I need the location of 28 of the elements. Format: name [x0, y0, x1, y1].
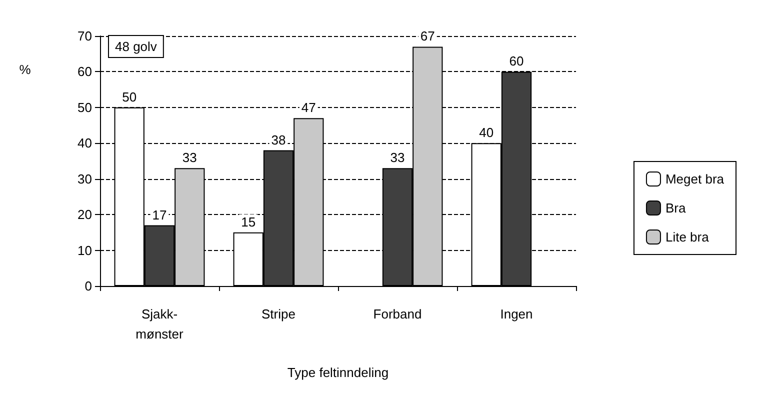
data-label: 50 [122, 89, 137, 104]
data-label: 15 [241, 214, 256, 230]
data-label: 60 [509, 54, 524, 69]
y-tick-label: 50 [78, 100, 92, 115]
x-tick-label: Ingen [500, 306, 533, 322]
y-tick-label: 40 [78, 136, 92, 151]
data-label: 33 [390, 150, 405, 166]
x-tick-label: Stripe [262, 306, 296, 322]
legend-label: Bra [665, 200, 686, 216]
y-tick-label: 0 [84, 278, 92, 294]
data-label: 33 [182, 150, 197, 166]
y-tick-label: 60 [78, 64, 92, 80]
y-tick-label: 30 [78, 171, 92, 186]
legend-label: Meget bra [665, 172, 725, 186]
x-axis-title: Type feltinndeling [287, 365, 389, 380]
data-label: 67 [420, 28, 435, 44]
x-tick-label: Forband [373, 306, 422, 322]
data-label: 17 [152, 207, 167, 222]
y-tick-label: 10 [78, 242, 92, 258]
y-tick-label: 20 [78, 207, 92, 222]
legend-label: Lite bra [665, 230, 710, 244]
data-label: 47 [301, 100, 316, 116]
x-tick-label: Sjakk- mønster [136, 306, 184, 342]
y-axis-title: % [19, 62, 32, 77]
y-tick-label: 70 [78, 28, 92, 44]
data-label: 40 [479, 125, 494, 140]
data-label: 38 [271, 132, 286, 148]
annotation: 48 golv [115, 39, 158, 54]
